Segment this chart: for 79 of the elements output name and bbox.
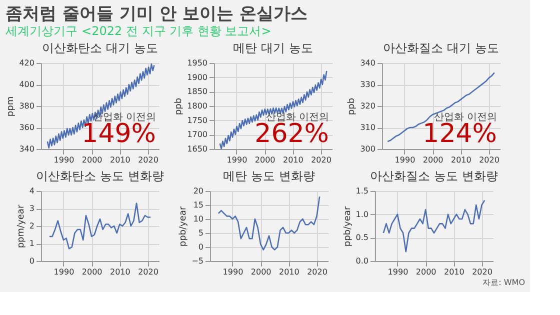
chart-title: 이산화탄소 농도 변화량 (36, 169, 164, 183)
line-series (386, 72, 496, 142)
y-tick-label: 310 (360, 123, 376, 132)
x-tick-label: 1990 (388, 268, 408, 276)
y-tick-label: 1800 (187, 102, 208, 110)
x-tick-label: 1990 (54, 156, 74, 164)
y-tick-label: 380 (19, 102, 34, 110)
x-tick-label: 1990 (222, 268, 244, 276)
y-tick-label: 0 (29, 256, 34, 266)
chart-title: 메탄 농도 변화량 (223, 169, 315, 183)
x-tick-label: 1990 (394, 156, 416, 164)
x-tick-label: 2020 (479, 156, 500, 164)
y-tick-label: 320 (360, 102, 376, 110)
y-tick-label: −5 (192, 256, 204, 266)
x-tick-label: 2020 (307, 268, 328, 276)
x-tick-label: 2020 (472, 268, 492, 276)
x-tick-label: 2000 (250, 268, 272, 276)
x-tick-label: 2000 (82, 268, 102, 276)
x-tick-label: 2000 (82, 156, 102, 164)
x-tick-label: 2020 (138, 268, 158, 276)
text: 좀처럼 줄어들 기미 안 보이는 온실가스 (6, 4, 308, 24)
x-tick-label: 2010 (110, 156, 130, 164)
x-tick-label: 2010 (444, 268, 464, 276)
y-tick-label: 1650 (187, 144, 208, 154)
y-axis-title: ppb/year (178, 206, 189, 247)
y-tick-label: 3 (29, 204, 34, 213)
y-tick-label: 5 (198, 228, 204, 238)
x-tick-label: 2000 (416, 268, 436, 276)
text: 세계기상기구 <2022 전 지구 기후 현황 보고서> (6, 24, 272, 38)
y-tick-label: 420 (19, 58, 34, 68)
x-tick-label: 2010 (282, 156, 304, 164)
y-tick-label: 4 (29, 186, 34, 196)
y-tick-label: 0.0 (356, 256, 368, 266)
annotation: 산업화 이전의 (434, 112, 497, 123)
x-tick-label: 2020 (138, 156, 158, 164)
line-series (48, 202, 152, 250)
y-tick-label: 1 (29, 239, 34, 248)
text: 자료: WMO (482, 278, 525, 287)
y-tick-label: 340 (360, 58, 376, 68)
x-tick-label: 2010 (278, 268, 300, 276)
y-tick-label: 400 (19, 80, 34, 89)
y-tick-label: 0 (198, 242, 204, 252)
line-series (46, 63, 155, 149)
y-tick-label: 15 (193, 200, 204, 210)
y-tick-label: 10 (193, 214, 204, 224)
x-tick-label: 2000 (254, 156, 276, 164)
x-tick-label: 2010 (450, 156, 472, 164)
chart-title: 아산화질소 농도 변화량 (370, 169, 498, 183)
y-tick-label: 330 (360, 80, 376, 89)
y-axis-title: ppm/year (16, 204, 26, 248)
y-axis-title: ppb/year (342, 206, 353, 247)
line-series (218, 196, 320, 250)
chart-title: 이산화탄소 대기 농도 (42, 41, 158, 55)
x-tick-label: 1990 (226, 156, 248, 164)
y-tick-label: 360 (19, 123, 34, 132)
chart-title: 아산화질소 대기 농도 (383, 41, 499, 55)
y-tick-label: 1950 (187, 58, 208, 68)
x-tick-label: 2020 (311, 156, 332, 164)
line-series (382, 200, 486, 252)
y-axis-title: ppm (6, 96, 16, 117)
y-tick-label: 300 (360, 144, 376, 154)
y-tick-label: 2 (29, 222, 34, 230)
annotation: 산업화 이전의 (266, 112, 329, 123)
y-axis-title: ppb (347, 98, 358, 116)
y-tick-label: 1.0 (356, 210, 368, 219)
y-tick-label: 0.5 (356, 233, 368, 242)
line-series (219, 70, 328, 150)
x-tick-label: 1990 (54, 268, 74, 276)
y-axis-title: ppb (174, 98, 184, 116)
chart-title: 메탄 대기 농도 (233, 41, 313, 55)
y-tick-label: 340 (19, 144, 34, 154)
y-tick-label: 20 (193, 186, 204, 196)
x-tick-label: 2010 (110, 268, 130, 276)
y-tick-label: 1.5 (356, 186, 368, 196)
x-tick-label: 2000 (422, 156, 444, 164)
y-tick-label: 1700 (187, 130, 208, 140)
y-tick-label: 1750 (187, 116, 208, 125)
y-tick-label: 1900 (187, 72, 208, 82)
y-tick-label: 1850 (187, 87, 208, 96)
